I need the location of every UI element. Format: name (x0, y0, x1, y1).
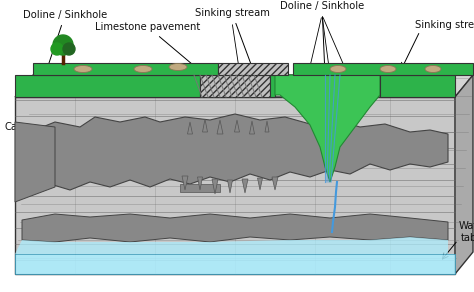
Polygon shape (200, 75, 270, 97)
Polygon shape (218, 63, 288, 75)
Polygon shape (235, 120, 239, 132)
Polygon shape (257, 178, 263, 190)
Ellipse shape (425, 65, 441, 72)
Ellipse shape (380, 65, 396, 72)
Circle shape (53, 35, 73, 55)
Circle shape (63, 43, 75, 55)
Text: Sinking stream: Sinking stream (415, 20, 474, 30)
Text: Stalactite: Stalactite (238, 124, 343, 172)
Polygon shape (15, 75, 473, 97)
Ellipse shape (134, 65, 152, 72)
Polygon shape (380, 75, 455, 97)
Text: Doline / Sinkhole: Doline / Sinkhole (23, 10, 107, 71)
Text: Sinking stream: Sinking stream (194, 8, 269, 71)
Polygon shape (22, 114, 448, 190)
Polygon shape (270, 75, 275, 97)
Text: Stalagmite: Stalagmite (234, 131, 324, 150)
Polygon shape (217, 120, 223, 134)
Polygon shape (265, 121, 269, 132)
Polygon shape (228, 180, 233, 193)
Polygon shape (180, 184, 220, 192)
Ellipse shape (169, 63, 187, 70)
Polygon shape (15, 75, 200, 97)
Polygon shape (15, 122, 55, 202)
Polygon shape (182, 176, 188, 190)
Text: Doline / Sinkhole: Doline / Sinkhole (280, 1, 364, 71)
Polygon shape (272, 177, 278, 190)
Circle shape (51, 43, 63, 55)
Polygon shape (293, 63, 473, 75)
Polygon shape (212, 179, 218, 194)
Polygon shape (22, 214, 448, 242)
Polygon shape (242, 179, 248, 193)
Polygon shape (275, 75, 380, 182)
Polygon shape (455, 75, 473, 274)
Ellipse shape (74, 65, 92, 72)
Polygon shape (15, 254, 455, 274)
Text: Water
table: Water table (459, 221, 474, 243)
Polygon shape (202, 119, 208, 132)
Text: Limestone pavement: Limestone pavement (95, 22, 202, 72)
Polygon shape (15, 97, 455, 274)
Text: Cave: Cave (5, 122, 30, 132)
Polygon shape (198, 177, 202, 190)
Polygon shape (249, 121, 255, 134)
Ellipse shape (330, 65, 346, 72)
Polygon shape (15, 237, 448, 254)
Polygon shape (188, 122, 192, 134)
Polygon shape (33, 63, 218, 75)
